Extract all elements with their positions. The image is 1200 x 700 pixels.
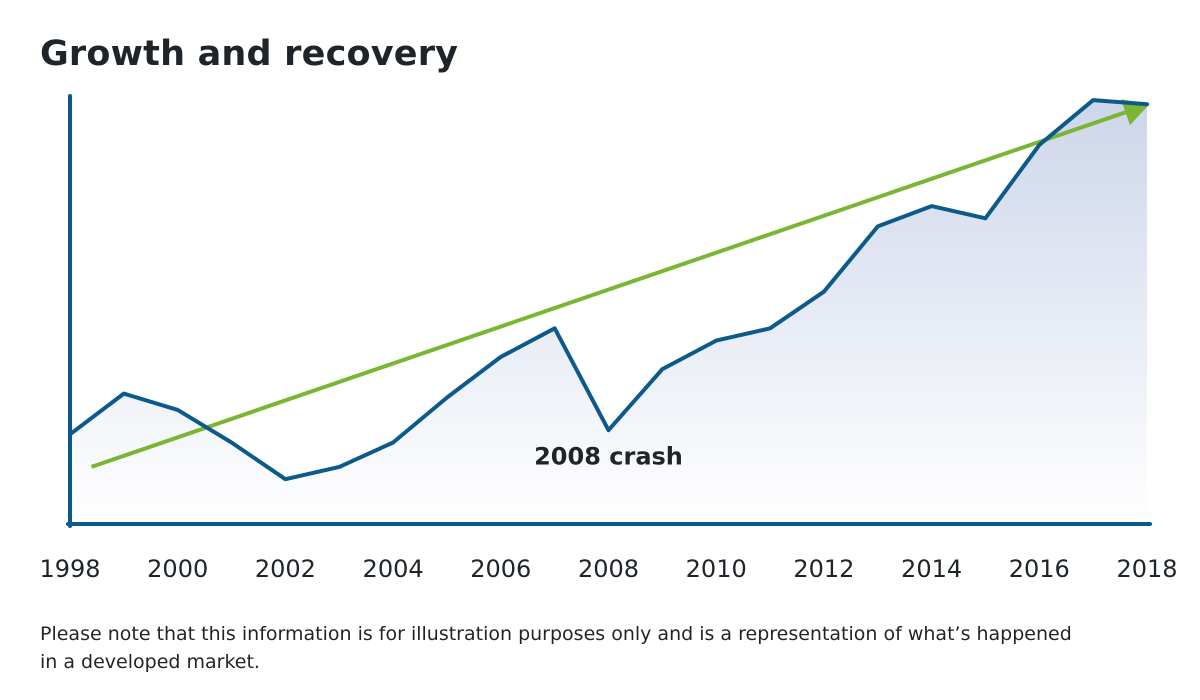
data-point-2005 (445, 396, 449, 400)
data-point-2008 (607, 428, 611, 432)
x-tick-label-1998: 1998 (39, 555, 100, 583)
x-tick-label-2008: 2008 (578, 555, 639, 583)
data-point-2013 (876, 224, 880, 228)
data-point-2017 (1091, 98, 1095, 102)
data-point-2002 (283, 477, 287, 481)
data-point-2010 (714, 339, 718, 343)
data-point-2007 (553, 326, 557, 330)
data-point-2000 (176, 408, 180, 412)
data-point-2006 (499, 355, 503, 359)
footnote: Please note that this information is for… (40, 623, 1072, 673)
x-tick-label-2004: 2004 (363, 555, 424, 583)
trend-arrow (90, 99, 1150, 469)
series-line (68, 98, 1149, 482)
x-tick-label-2016: 2016 (1009, 555, 1070, 583)
data-point-2011 (768, 326, 772, 330)
x-tick-label-2006: 2006 (470, 555, 531, 583)
x-tick-label-2014: 2014 (901, 555, 962, 583)
data-point-2014 (930, 204, 934, 208)
data-point-2004 (391, 441, 395, 445)
data-point-2009 (660, 367, 664, 371)
data-point-2015 (983, 216, 987, 220)
data-point-2016 (1037, 143, 1041, 147)
chart-title: Growth and recovery (40, 34, 459, 74)
annotation-crash-label: 2008 crash (534, 443, 683, 471)
data-point-2001 (230, 441, 234, 445)
x-tick-label-2002: 2002 (255, 555, 316, 583)
x-tick-label-2000: 2000 (147, 555, 208, 583)
data-point-1998 (68, 432, 72, 436)
x-tick-label-2010: 2010 (686, 555, 747, 583)
data-point-2012 (822, 290, 826, 294)
x-tick-label-2018: 2018 (1116, 555, 1177, 583)
data-point-2003 (337, 465, 341, 469)
x-tick-label-2012: 2012 (793, 555, 854, 583)
area-fill (70, 100, 1147, 524)
data-point-2018 (1145, 102, 1149, 106)
data-point-1999 (122, 392, 126, 396)
